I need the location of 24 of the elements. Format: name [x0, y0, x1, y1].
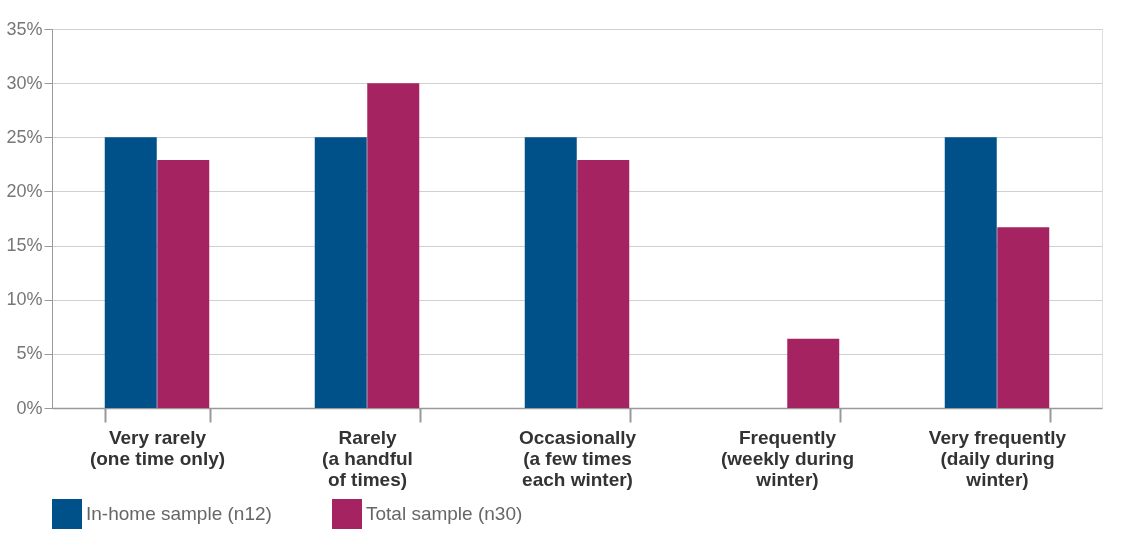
y-tick-label: 0% — [16, 397, 43, 418]
y-tick-label: 25% — [6, 126, 43, 147]
x-tick-label: Rarely (a handful of times) — [322, 426, 413, 490]
x-tick-label: Frequently (weekly during winter) — [720, 426, 855, 490]
y-tick-label: 35% — [6, 18, 43, 39]
bar — [104, 137, 157, 408]
legend-label: In-home sample (n12) — [86, 503, 272, 524]
bar — [944, 137, 997, 408]
x-tick-label: Very rarely (one time only) — [89, 426, 226, 469]
y-tick-label: 10% — [6, 289, 43, 310]
bar — [367, 83, 420, 408]
y-tick-label: 20% — [6, 180, 43, 201]
x-tick-label: Very frequently (daily during winter) — [928, 426, 1067, 490]
y-tick-label: 5% — [16, 343, 43, 364]
x-tick-label: Occasionally (a few times each winter) — [518, 426, 637, 490]
legend-label: Total sample (n30) — [366, 503, 523, 524]
bar — [577, 160, 630, 408]
bar — [524, 137, 577, 408]
bar — [314, 137, 367, 408]
bar — [157, 160, 210, 408]
bar — [997, 227, 1050, 408]
bar — [787, 338, 840, 408]
y-tick-label: 30% — [6, 72, 43, 93]
y-tick-label: 15% — [6, 235, 43, 256]
